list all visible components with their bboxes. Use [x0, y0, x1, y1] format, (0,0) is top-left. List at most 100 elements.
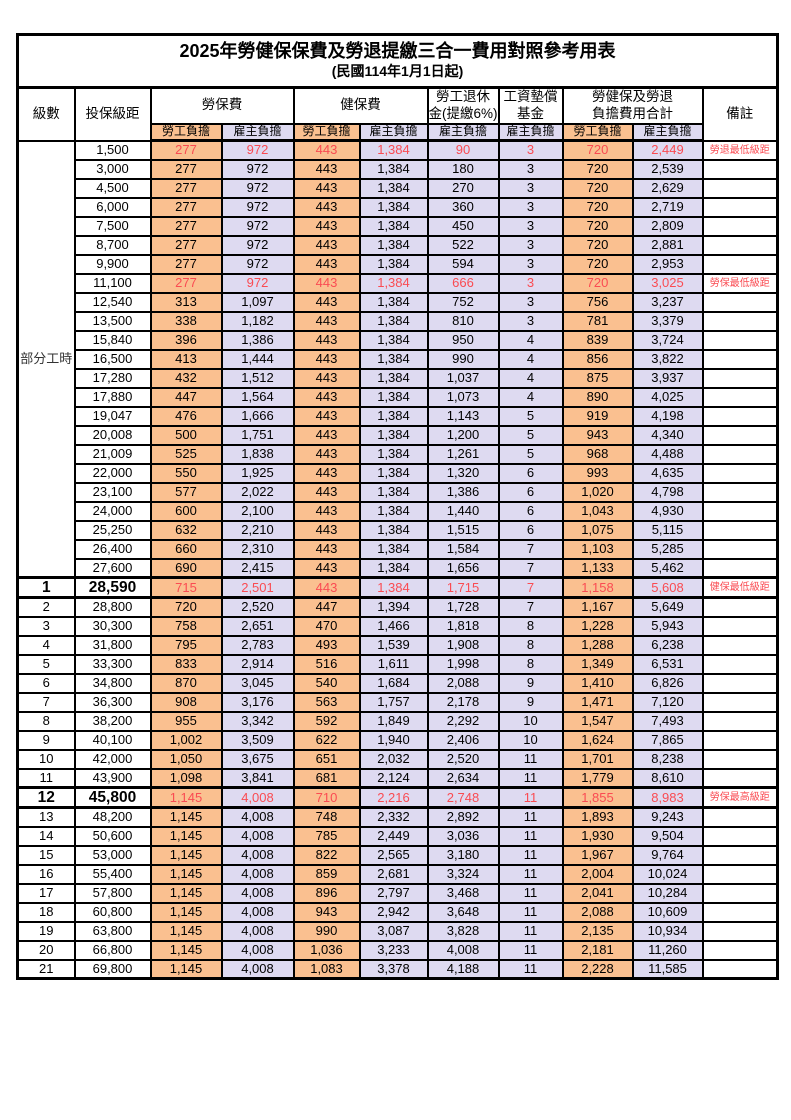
- cell-wage-fund-employer: 3: [497, 234, 564, 256]
- cell-pension-employer: 2,406: [426, 729, 500, 751]
- cell-labor-employer: 4,008: [220, 863, 295, 885]
- cell-labor-employee: 277: [149, 139, 223, 161]
- cell-labor-employee: 600: [149, 500, 223, 522]
- cell-health-employer: 1,684: [358, 672, 429, 694]
- cell-labor-employer: 2,310: [220, 538, 295, 560]
- cell-remark: [701, 882, 779, 904]
- cell-health-employer: 1,611: [358, 653, 429, 675]
- header-wage-fund-line2: 基金: [517, 105, 544, 121]
- cell-total-employee: 2,088: [561, 901, 634, 923]
- cell-labor-employee: 1,145: [149, 920, 223, 942]
- cell-labor-employee: 550: [149, 462, 223, 484]
- cell-remark: [701, 806, 779, 828]
- cell-labor-employer: 1,386: [220, 329, 295, 351]
- cell-pension-employer: 450: [426, 215, 500, 237]
- cell-health-employee: 443: [292, 272, 361, 294]
- cell-health-employee: 785: [292, 825, 361, 847]
- cell-total-employee: 2,004: [561, 863, 634, 885]
- cell-wage-fund-employer: 11: [497, 844, 564, 866]
- cell-health-employer: 2,797: [358, 882, 429, 904]
- cell-total-employer: 2,881: [631, 234, 704, 256]
- table-row: 24,000 600 2,100 443 1,384 1,440 6 1,043 4,930: [18, 500, 779, 522]
- cell-health-employee: 443: [292, 329, 361, 351]
- cell-labor-employee: 277: [149, 253, 223, 275]
- cell-labor-employee: 277: [149, 196, 223, 218]
- cell-wage-fund-employer: 11: [497, 920, 564, 942]
- table-row: 6 34,800 870 3,045 540 1,684 2,088 9 1,410 6,826: [16, 672, 779, 694]
- table-row: 16,500 413 1,444 443 1,384 990 4 856 3,822: [18, 348, 779, 370]
- cell-bracket: 33,300: [73, 653, 152, 675]
- cell-total-employee: 890: [561, 386, 634, 408]
- cell-health-employer: 1,384: [358, 386, 429, 408]
- cell-total-employer: 5,462: [631, 557, 704, 579]
- cell-pension-employer: 1,073: [426, 386, 500, 408]
- cell-remark: [701, 901, 779, 923]
- cell-remark: [701, 672, 779, 694]
- cell-total-employee: 1,779: [561, 767, 634, 789]
- cell-total-employee: 1,158: [561, 576, 634, 600]
- cell-remark: [701, 386, 779, 408]
- cell-health-employee: 443: [292, 386, 361, 408]
- cell-health-employer: 1,384: [358, 424, 429, 446]
- cell-labor-employer: 2,210: [220, 519, 295, 541]
- cell-health-employee: 710: [292, 786, 361, 810]
- cell-remark: [701, 519, 779, 541]
- table-row: 26,400 660 2,310 443 1,384 1,584 7 1,103 5,285: [18, 538, 779, 560]
- cell-labor-employer: 2,415: [220, 557, 295, 579]
- cell-wage-fund-employer: 6: [497, 519, 564, 541]
- table-row: 12 45,800 1,145 4,008 710 2,216 2,748 11 1,855 8,…: [16, 786, 779, 810]
- cell-total-employee: 919: [561, 405, 634, 427]
- subtitle-text: (民國114年1月1日起): [331, 63, 464, 80]
- cell-total-employee: 781: [561, 310, 634, 332]
- cell-labor-employee: 1,002: [149, 729, 223, 751]
- cell-labor-employee: 277: [149, 215, 223, 237]
- cell-pension-employer: 1,386: [426, 481, 500, 503]
- cell-health-employer: 2,332: [358, 806, 429, 828]
- cell-total-employer: 5,608: [631, 576, 704, 600]
- cell-labor-employer: 2,501: [220, 576, 295, 600]
- cell-labor-employer: 2,783: [220, 634, 295, 656]
- cell-labor-employer: 1,564: [220, 386, 295, 408]
- cell-health-employer: 1,384: [358, 557, 429, 579]
- cell-remark: [701, 634, 779, 656]
- cell-remark: [701, 958, 779, 980]
- cell-labor-employee: 1,050: [149, 748, 223, 770]
- cell-wage-fund-employer: 5: [497, 424, 564, 446]
- cell-labor-employer: 1,925: [220, 462, 295, 484]
- header-level: 級數: [16, 86, 76, 142]
- cell-health-employer: 1,384: [358, 519, 429, 541]
- cell-health-employer: 1,384: [358, 538, 429, 560]
- cell-labor-employer: 2,914: [220, 653, 295, 675]
- cell-level: 4: [16, 634, 76, 656]
- table-row: 13 48,200 1,145 4,008 748 2,332 2,892 11 1,893 9,…: [16, 806, 779, 828]
- cell-health-employee: 443: [292, 481, 361, 503]
- cell-remark: 勞保最高級距: [701, 786, 779, 810]
- cell-total-employee: 720: [561, 272, 634, 294]
- table-row: 21,009 525 1,838 443 1,384 1,261 5 968 4,488: [18, 443, 779, 465]
- cell-wage-fund-employer: 11: [497, 958, 564, 980]
- cell-pension-employer: 1,143: [426, 405, 500, 427]
- cell-remark: [701, 538, 779, 560]
- cell-total-employee: 720: [561, 139, 634, 161]
- cell-remark: 健保最低級距: [701, 576, 779, 600]
- cell-health-employee: 896: [292, 882, 361, 904]
- subheader-labor-employer: 雇主負擔: [220, 122, 295, 143]
- cell-health-employee: 943: [292, 901, 361, 923]
- cell-level: 13: [16, 806, 76, 828]
- cell-total-employee: 875: [561, 367, 634, 389]
- cell-pension-employer: 594: [426, 253, 500, 275]
- cell-total-employee: 720: [561, 177, 634, 199]
- cell-pension-employer: 990: [426, 348, 500, 370]
- cell-total-employee: 756: [561, 291, 634, 313]
- cell-wage-fund-employer: 5: [497, 405, 564, 427]
- table-row: 9,900 277 972 443 1,384 594 3 720 2,953: [18, 253, 779, 275]
- cell-health-employee: 493: [292, 634, 361, 656]
- cell-health-employer: 3,087: [358, 920, 429, 942]
- cell-total-employer: 2,449: [631, 139, 704, 161]
- cell-wage-fund-employer: 5: [497, 443, 564, 465]
- cell-wage-fund-employer: 7: [497, 557, 564, 579]
- table-row: 9 40,100 1,002 3,509 622 1,940 2,406 10 1,624 7,8…: [16, 729, 779, 751]
- cell-labor-employee: 833: [149, 653, 223, 675]
- cell-total-employer: 10,024: [631, 863, 704, 885]
- cell-total-employee: 720: [561, 196, 634, 218]
